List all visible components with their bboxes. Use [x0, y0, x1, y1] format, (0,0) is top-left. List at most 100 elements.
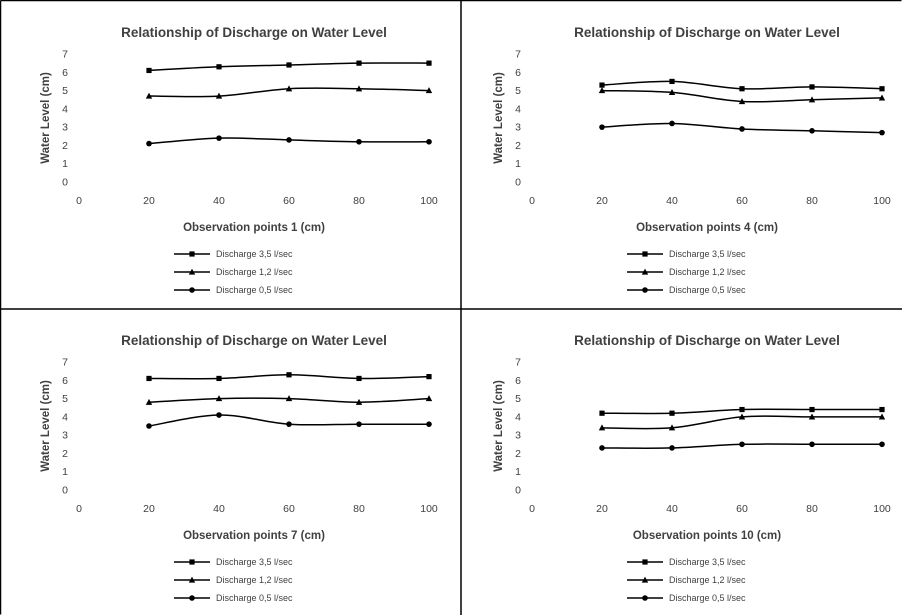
- y-tick-label: 6: [515, 375, 521, 387]
- x-axis-label: Observation points 7 (cm): [183, 530, 325, 542]
- legend-marker: [642, 595, 648, 601]
- legend-item: Discharge 0,5 l/sec: [627, 593, 746, 603]
- data-point: [146, 67, 152, 74]
- data-point: [426, 374, 432, 380]
- x-tick-label: 60: [736, 503, 748, 515]
- y-tick-label: 4: [515, 103, 521, 115]
- y-tick-label: 3: [62, 430, 68, 442]
- data-point: [146, 423, 152, 429]
- x-tick-label: 60: [283, 503, 295, 515]
- legend-label: Discharge 3,5 l/sec: [216, 249, 293, 259]
- y-axis-label: Water Level (cm): [40, 72, 52, 164]
- data-point: [216, 412, 222, 418]
- data-point: [426, 421, 432, 427]
- data-point: [145, 92, 153, 99]
- x-tick-label: 80: [806, 503, 818, 515]
- line-chart-svg: Relationship of Discharge on Water Level…: [493, 25, 891, 295]
- y-tick-label: 2: [515, 448, 521, 460]
- legend-label: Discharge 3,5 l/sec: [669, 249, 746, 259]
- data-point: [808, 413, 816, 420]
- x-tick-label: 20: [143, 503, 155, 515]
- y-tick-label: 0: [515, 177, 521, 189]
- x-tick-label: 0: [76, 503, 82, 515]
- data-point: [286, 62, 292, 68]
- data-point: [285, 85, 293, 92]
- x-axis-label: Observation points 4 (cm): [636, 222, 778, 234]
- legend-marker: [189, 559, 195, 565]
- y-tick-label: 5: [515, 393, 521, 405]
- y-tick-label: 6: [62, 67, 68, 79]
- data-point: [809, 441, 815, 448]
- line-chart-svg: Relationship of Discharge on Water Level…: [493, 333, 891, 603]
- data-point: [599, 410, 605, 416]
- data-point: [285, 395, 293, 402]
- x-tick-label: 20: [596, 503, 608, 515]
- series-square: [146, 60, 432, 74]
- x-tick-label: 80: [353, 503, 365, 515]
- data-point: [668, 89, 676, 95]
- series-circle: [146, 412, 432, 429]
- legend-marker: [189, 595, 195, 601]
- legend-marker: [642, 559, 648, 565]
- chart-title: Relationship of Discharge on Water Level: [574, 333, 840, 348]
- y-tick-label: 7: [62, 357, 68, 369]
- y-tick-label: 4: [515, 411, 521, 423]
- legend-label: Discharge 1,2 l/sec: [216, 267, 293, 277]
- data-point: [426, 60, 432, 66]
- y-axis-label: Water Level (cm): [493, 72, 505, 164]
- y-tick-label: 1: [62, 158, 68, 170]
- data-point: [738, 98, 746, 105]
- data-point: [425, 395, 433, 402]
- data-point: [809, 406, 815, 413]
- y-tick-label: 7: [62, 49, 68, 61]
- legend-label: Discharge 1,2 l/sec: [669, 267, 746, 277]
- data-point: [356, 60, 362, 66]
- data-point: [669, 120, 675, 127]
- legend-label: Discharge 1,2 l/sec: [216, 575, 293, 585]
- data-point: [355, 85, 363, 92]
- legend-item: Discharge 0,5 l/sec: [627, 285, 746, 295]
- y-tick-label: 7: [515, 49, 521, 61]
- series-triangle: [598, 87, 886, 105]
- data-point: [599, 82, 605, 88]
- x-tick-label: 40: [213, 195, 225, 207]
- legend-item: Discharge 0,5 l/sec: [174, 285, 293, 295]
- data-point: [215, 92, 223, 99]
- data-point: [216, 64, 222, 70]
- data-point: [426, 138, 432, 145]
- data-point: [669, 410, 675, 416]
- data-point: [809, 128, 815, 134]
- data-point: [598, 424, 606, 431]
- legend-marker: [189, 287, 195, 293]
- y-tick-label: 4: [62, 411, 68, 423]
- data-point: [286, 421, 292, 427]
- x-axis-label: Observation points 1 (cm): [183, 222, 325, 234]
- legend-item: Discharge 3,5 l/sec: [174, 249, 293, 259]
- data-point: [286, 372, 292, 378]
- y-tick-label: 3: [515, 430, 521, 442]
- legend-label: Discharge 0,5 l/sec: [669, 285, 746, 295]
- chart-panel-3: Relationship of Discharge on Water Level…: [0, 308, 461, 615]
- y-tick-label: 1: [62, 466, 68, 478]
- data-point: [739, 86, 745, 92]
- legend-label: Discharge 3,5 l/sec: [216, 557, 293, 567]
- x-tick-label: 0: [529, 503, 535, 515]
- y-tick-label: 0: [62, 177, 68, 189]
- series-triangle: [145, 395, 433, 405]
- chart-title: Relationship of Discharge on Water Level: [121, 25, 387, 40]
- data-point: [739, 406, 745, 413]
- legend-marker: [641, 268, 649, 275]
- data-point: [425, 87, 433, 94]
- data-point: [738, 413, 746, 420]
- legend-item: Discharge 0,5 l/sec: [174, 593, 293, 603]
- x-tick-label: 20: [596, 195, 608, 207]
- x-tick-label: 80: [806, 195, 818, 207]
- data-point: [356, 421, 362, 427]
- data-point: [146, 375, 152, 382]
- data-point: [215, 395, 223, 402]
- x-tick-label: 0: [529, 195, 535, 207]
- legend-item: Discharge 1,2 l/sec: [174, 267, 293, 277]
- x-tick-label: 20: [143, 195, 155, 207]
- y-tick-label: 5: [515, 85, 521, 97]
